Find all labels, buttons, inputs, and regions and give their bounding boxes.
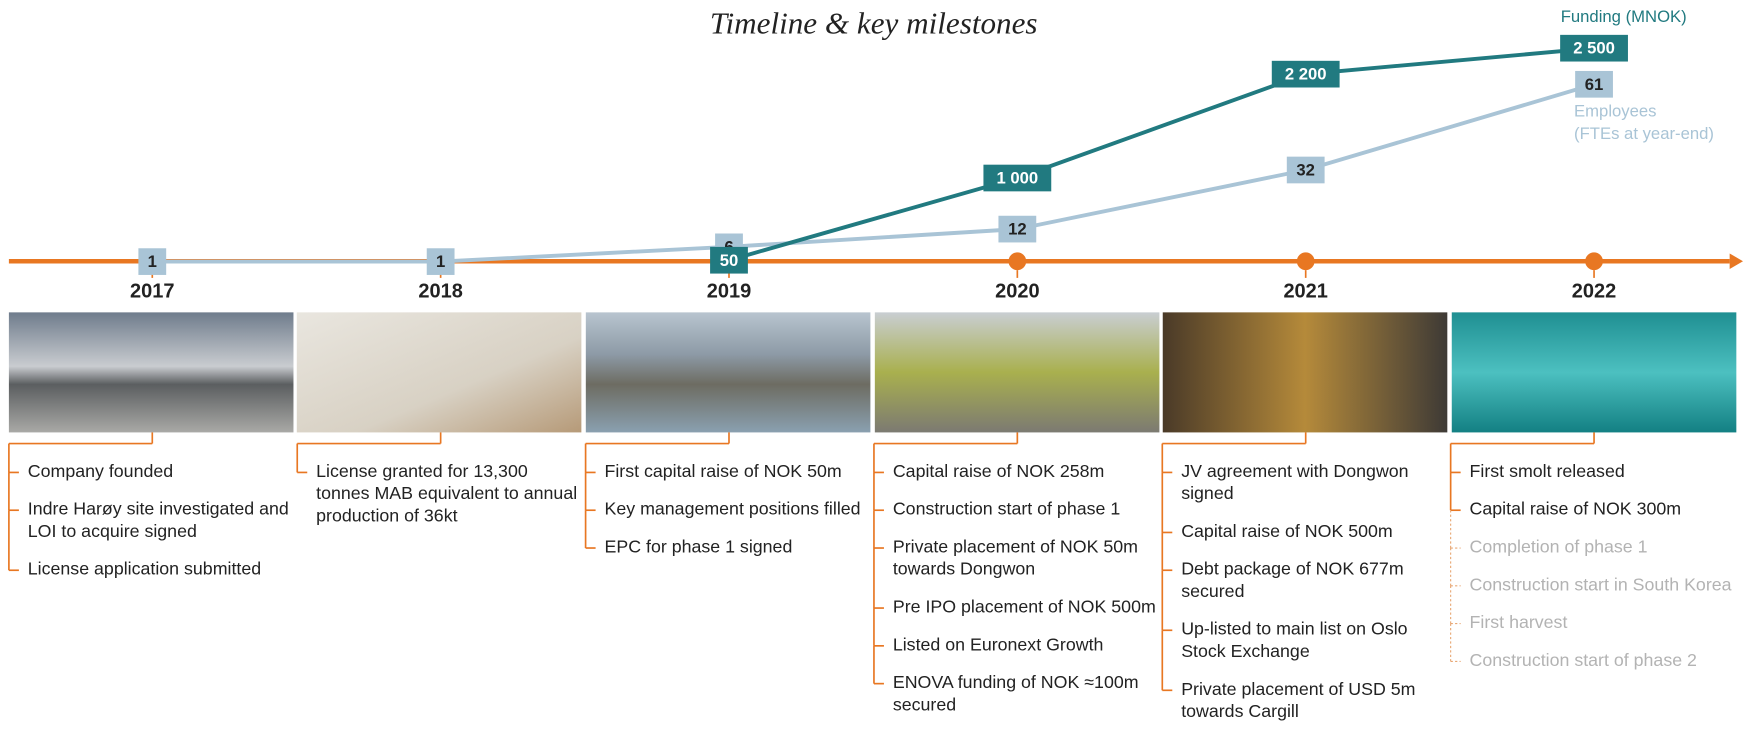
year-label: 2018 <box>418 281 462 303</box>
milestone: Indre Harøy site investigated and LOI to… <box>28 499 295 543</box>
year-label: 2020 <box>995 281 1040 303</box>
year-dot <box>1008 252 1026 270</box>
milestone: Pre IPO placement of NOK 500m <box>893 597 1160 619</box>
value-label: 2 200 <box>1285 65 1327 84</box>
milestone: First harvest <box>1470 612 1737 634</box>
photo <box>1452 312 1737 432</box>
milestone: Company founded <box>28 461 295 483</box>
photos <box>9 312 1736 432</box>
value-label: 61 <box>1585 75 1604 94</box>
year-label: 2022 <box>1572 281 1617 303</box>
photo <box>1163 312 1448 432</box>
title: Timeline & key milestones <box>0 7 1743 43</box>
series-line <box>152 84 1594 261</box>
series-line <box>729 48 1594 260</box>
milestone-column: First capital raise of NOK 50m Key manage… <box>604 461 871 574</box>
year-label: 2017 <box>130 281 175 303</box>
value-label: 1 <box>148 252 157 271</box>
legend-entry: Funding (MNOK) <box>1561 7 1687 29</box>
value-label: 50 <box>720 251 739 270</box>
page: 201720182019202020212022116123261501 000… <box>0 0 1743 747</box>
value-label: 1 <box>436 252 445 271</box>
milestone: Key management positions filled <box>604 499 871 521</box>
legend-entry: Employees (FTEs at year-end) <box>1574 101 1714 145</box>
milestone: Construction start in South Korea <box>1470 575 1737 597</box>
milestone: Listed on Euronext Growth <box>893 635 1160 657</box>
year-dot <box>1297 252 1315 270</box>
milestone: Debt package of NOK 677m secured <box>1181 559 1448 603</box>
milestone: License application submitted <box>28 559 295 581</box>
photo <box>586 312 871 432</box>
milestone: ENOVA funding of NOK ≈100m secured <box>893 673 1160 717</box>
milestone-column: JV agreement with Dongwon signed Capital … <box>1181 461 1448 739</box>
milestone: Private placement of USD 5m towards Carg… <box>1181 679 1448 723</box>
milestone: Capital raise of NOK 300m <box>1470 499 1737 521</box>
milestone: Capital raise of NOK 258m <box>893 461 1160 483</box>
year-label: 2019 <box>707 281 752 303</box>
milestone: Capital raise of NOK 500m <box>1181 521 1448 543</box>
milestone: EPC for phase 1 signed <box>604 537 871 559</box>
slide: 201720182019202020212022116123261501 000… <box>0 0 1743 747</box>
timeline-arrow <box>1730 253 1743 269</box>
milestone: First smolt released <box>1470 461 1737 483</box>
photo <box>297 312 582 432</box>
milestone: Up-listed to main list on Oslo Stock Exc… <box>1181 619 1448 663</box>
milestone: First capital raise of NOK 50m <box>604 461 871 483</box>
photo <box>875 312 1160 432</box>
milestone-column: License granted for 13,300 tonnes MAB eq… <box>316 461 583 543</box>
milestone: Completion of phase 1 <box>1470 537 1737 559</box>
photo <box>9 312 294 432</box>
milestone: Construction start of phase 2 <box>1470 650 1737 672</box>
milestone: Construction start of phase 1 <box>893 499 1160 521</box>
milestone: Private placement of NOK 50m towards Don… <box>893 537 1160 581</box>
value-label: 12 <box>1008 220 1027 239</box>
milestone: License granted for 13,300 tonnes MAB eq… <box>316 461 583 528</box>
year-label: 2021 <box>1283 281 1328 303</box>
milestone-column: First smolt released Capital raise of NOK… <box>1470 461 1737 688</box>
value-label: 1 000 <box>997 169 1039 188</box>
value-label: 32 <box>1296 161 1315 180</box>
year-dot <box>1585 252 1603 270</box>
milestone-column: Capital raise of NOK 258m Construction st… <box>893 461 1160 732</box>
milestone-column: Company founded Indre Harøy site investig… <box>28 461 295 597</box>
milestone: JV agreement with Dongwon signed <box>1181 461 1448 505</box>
